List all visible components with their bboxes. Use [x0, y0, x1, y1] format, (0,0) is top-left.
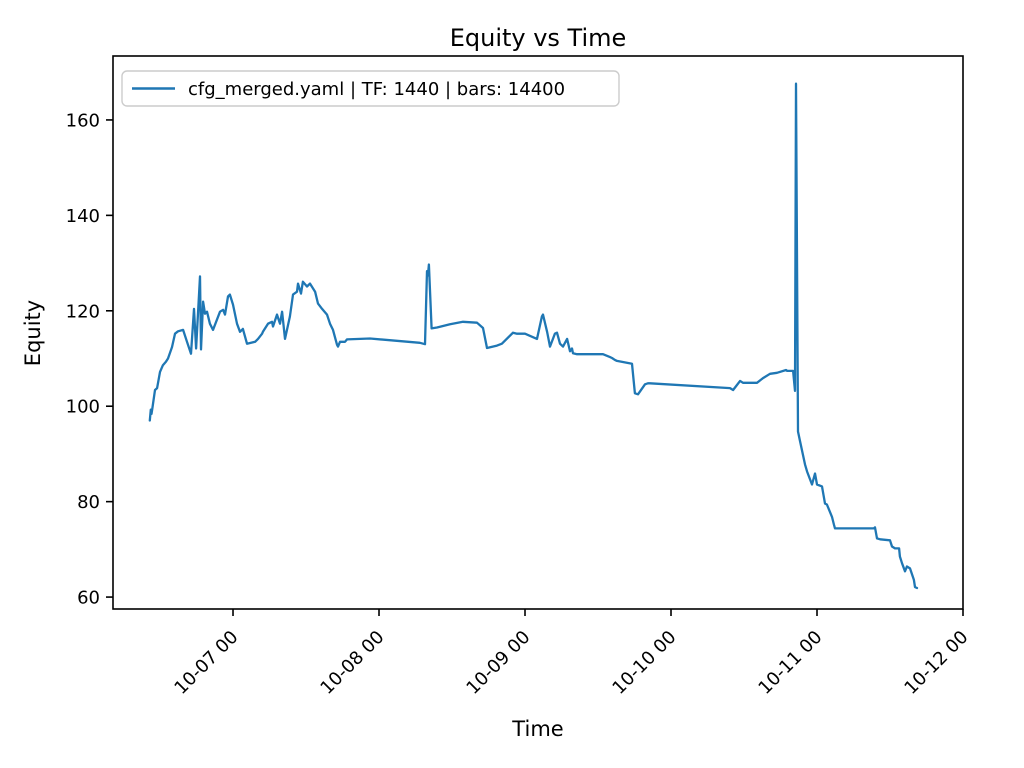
- y-tick-label: 160: [66, 110, 100, 131]
- x-tick-label: 10-10 00: [608, 627, 680, 699]
- x-tick-label: 10-12 00: [900, 627, 972, 699]
- x-tick-label: 10-07 00: [170, 627, 242, 699]
- chart-title: Equity vs Time: [450, 24, 627, 52]
- legend-label: cfg_merged.yaml | TF: 1440 | bars: 14400: [188, 79, 565, 100]
- y-axis-label: Equity: [21, 300, 45, 366]
- plot-area: 10-07 00 10-08 00 10-09 00 10-10 00 10-11 00…: [66, 82, 973, 699]
- y-tick-label: 120: [66, 301, 100, 322]
- legend: cfg_merged.yaml | TF: 1440 | bars: 14400: [121, 70, 620, 107]
- y-tick-label: 60: [77, 588, 100, 609]
- y-tick-label: 140: [66, 206, 100, 227]
- plot-border: [112, 55, 964, 610]
- equity-series-line: [148, 82, 919, 590]
- x-tick-label: 10-09 00: [462, 627, 534, 699]
- y-tick-label: 80: [77, 492, 100, 513]
- y-tick-label: 100: [66, 397, 100, 418]
- x-tick-label: 10-08 00: [316, 627, 388, 699]
- legend-box: [121, 70, 620, 107]
- x-tick-label: 10-11 00: [754, 627, 826, 699]
- x-axis-label: Time: [511, 717, 563, 741]
